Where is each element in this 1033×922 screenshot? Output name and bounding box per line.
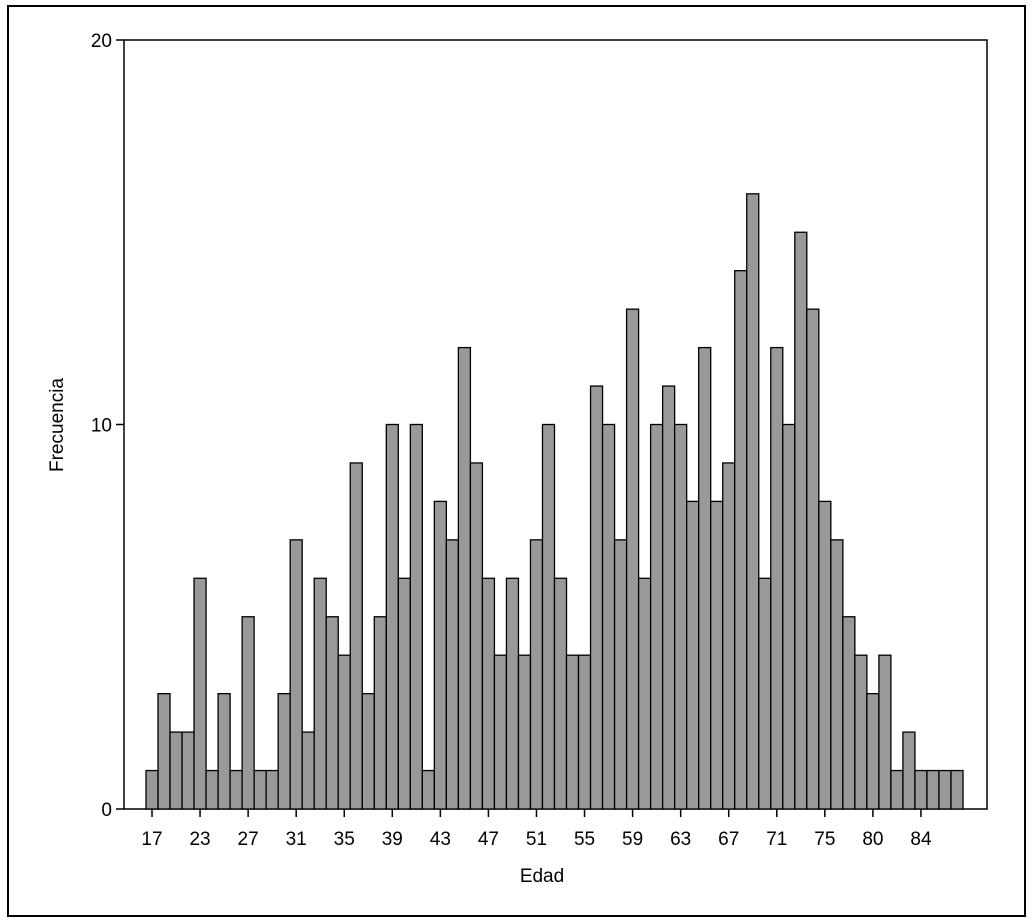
bar — [649, 423, 664, 810]
y-tick-label: 20 — [91, 31, 112, 52]
bar — [373, 616, 387, 810]
bar — [361, 693, 375, 810]
bar — [541, 423, 556, 810]
x-tick-label: 27 — [238, 829, 259, 850]
bar — [409, 423, 423, 810]
bar — [950, 769, 964, 810]
bar — [421, 769, 436, 810]
x-tick-label: 71 — [766, 829, 787, 850]
x-tick-label: 39 — [382, 829, 403, 850]
x-tick-label: 63 — [670, 829, 691, 850]
bar — [577, 654, 592, 810]
bar — [722, 462, 736, 810]
bar — [433, 500, 448, 810]
x-tick-label: 84 — [910, 829, 932, 850]
bar — [818, 500, 832, 810]
x-tick-label: 55 — [574, 829, 595, 850]
x-tick-label: 23 — [189, 829, 210, 850]
bar — [529, 539, 544, 810]
bar — [397, 577, 411, 810]
bar — [325, 616, 339, 810]
x-tick-label: 35 — [334, 829, 355, 850]
bar — [445, 539, 460, 810]
x-tick-label: 80 — [862, 829, 883, 850]
bar — [553, 577, 568, 810]
x-tick-label: 51 — [526, 829, 547, 850]
bar — [229, 769, 243, 810]
bar — [469, 462, 484, 810]
bar — [613, 539, 628, 810]
bar — [493, 654, 508, 810]
bar — [770, 346, 784, 810]
bar — [734, 270, 748, 810]
bar — [241, 616, 255, 810]
bar — [661, 385, 676, 810]
bar — [914, 769, 928, 810]
bar — [806, 308, 820, 810]
bar — [337, 654, 351, 810]
bar — [686, 500, 700, 810]
bar — [698, 346, 712, 810]
bar — [830, 539, 844, 810]
bar — [637, 577, 652, 810]
bar — [794, 231, 808, 810]
frame — [7, 5, 1026, 917]
bar — [301, 731, 315, 810]
bar — [385, 423, 399, 810]
bar — [481, 577, 496, 810]
bar — [589, 385, 604, 810]
bar — [517, 654, 532, 810]
bar — [673, 423, 688, 810]
bar — [902, 731, 916, 810]
x-tick-label: 31 — [286, 829, 307, 850]
bar — [842, 616, 856, 810]
bar — [217, 693, 231, 810]
bar — [866, 693, 880, 810]
bar — [625, 308, 640, 810]
bar — [205, 769, 219, 810]
x-tick-label: 47 — [478, 829, 499, 850]
bar — [854, 654, 868, 810]
bar — [457, 346, 472, 810]
bar — [505, 577, 520, 810]
bar — [782, 423, 796, 810]
bar — [926, 769, 940, 810]
y-tick-label: 10 — [91, 416, 112, 437]
bar — [277, 693, 291, 810]
bar — [313, 577, 327, 810]
bar — [601, 423, 616, 810]
bar — [890, 769, 904, 810]
x-axis-label: Edad — [520, 866, 564, 887]
bar — [145, 769, 159, 810]
bar — [193, 577, 207, 810]
bar — [565, 654, 580, 810]
x-tick-label: 17 — [141, 829, 162, 850]
x-tick-label: 59 — [622, 829, 643, 850]
bar — [181, 731, 195, 810]
y-axis-label: Frecuencia — [47, 378, 68, 472]
y-tick-label: 0 — [101, 800, 112, 821]
bar — [349, 462, 363, 810]
x-tick-label: 43 — [430, 829, 451, 850]
bar — [265, 769, 279, 810]
bar — [169, 731, 183, 810]
bar — [758, 577, 772, 810]
bar — [746, 193, 760, 810]
x-tick-label: 67 — [718, 829, 739, 850]
bar — [253, 769, 267, 810]
bar — [938, 769, 952, 810]
bar — [157, 693, 171, 810]
bar — [289, 539, 303, 810]
x-tick-label: 75 — [814, 829, 835, 850]
bar — [710, 500, 724, 810]
bar — [878, 654, 892, 810]
